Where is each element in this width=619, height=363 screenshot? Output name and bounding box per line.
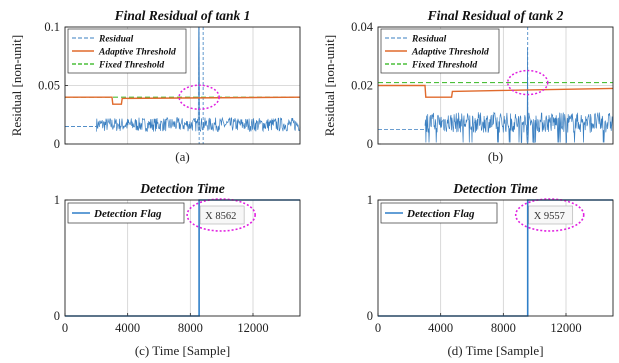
chart-title: Final Residual of tank 1 (114, 8, 251, 23)
y-axis-label: Residual [non-unit] (9, 35, 24, 136)
y-tick-label: 0 (54, 137, 60, 151)
datatip: X 8562 (186, 198, 256, 232)
plot-frame (377, 26, 614, 145)
panel-caption: (b) (488, 149, 503, 164)
x-tick-label: 4000 (428, 321, 453, 335)
y-tick-label: 0.05 (38, 79, 60, 93)
x-axis-label: (c) Time [Sample] (135, 343, 230, 358)
datatip-label: X 9557 (534, 211, 565, 222)
plot-frame (64, 26, 301, 145)
highlight-ellipse (514, 198, 585, 232)
chart-panel-1: Final Residual of tank 1 0 0.05 0.1 Residual… (9, 8, 301, 164)
legend: Detection Flag (380, 202, 498, 224)
adaptive-threshold-line (378, 84, 614, 98)
chart-panel-4: Detection Time 0 1 0 4000 8000 12000 (d) Time [… (367, 181, 614, 358)
highlight-ellipse (186, 198, 256, 232)
legend: Residual Adaptive Threshold Fixed Threshol… (67, 28, 187, 74)
x-tick-label: 8000 (491, 321, 516, 335)
legend: Detection Flag (67, 202, 185, 224)
y-tick-label: 0.02 (351, 79, 373, 93)
datatip-box (199, 205, 245, 225)
x-tick-label: 0 (62, 321, 68, 335)
x-axis-label: (d) Time [Sample] (447, 343, 543, 358)
chart-panel-2: Final Residual of tank 2 0 0.02 0.04 Residua… (322, 8, 614, 164)
x-tick-label: 12000 (237, 321, 268, 335)
chart-title: Final Residual of tank 2 (427, 8, 564, 23)
y-tick-label: 0 (367, 309, 373, 323)
plot-frame (377, 199, 614, 317)
legend-box (380, 202, 498, 224)
y-tick-label: 0 (54, 309, 60, 323)
legend-entry: Fixed Threshold (411, 61, 477, 71)
legend-entry: Fixed Threshold (98, 61, 164, 71)
residual-line (95, 26, 301, 133)
y-tick-label: 1 (54, 193, 60, 207)
highlight-ellipse (506, 69, 549, 96)
y-axis-label: Residual [non-unit] (322, 35, 337, 136)
datatip: X 9557 (514, 198, 585, 232)
x-tick-label: 12000 (550, 321, 581, 335)
panel-caption: (a) (175, 149, 189, 164)
chart-panel-3: Detection Time 0 1 0 4000 8000 12000 (c) Time [… (54, 181, 301, 358)
plot-frame (64, 199, 301, 317)
chart-title: Detection Time (139, 181, 225, 196)
y-tick-label: 1 (367, 193, 373, 207)
legend-entry: Residual (98, 35, 134, 45)
x-tick-label: 8000 (178, 321, 203, 335)
y-tick-label: 0.04 (351, 20, 374, 34)
legend-entry: Residual (411, 35, 447, 45)
y-tick-label: 0.1 (44, 20, 60, 34)
legend-entry: Detection Flag (406, 208, 475, 220)
legend-entry: Adaptive Threshold (98, 48, 176, 58)
y-tick-label: 0 (367, 137, 373, 151)
legend: Residual Adaptive Threshold Fixed Threshol… (380, 28, 500, 74)
x-tick-label: 0 (375, 321, 381, 335)
legend-entry: Adaptive Threshold (411, 48, 489, 58)
adaptive-threshold-line (65, 96, 301, 105)
legend-entry: Detection Flag (93, 208, 162, 220)
highlight-ellipse (178, 84, 220, 110)
chart-title: Detection Time (452, 181, 538, 196)
datatip-label: X 8562 (205, 211, 236, 222)
legend-box (67, 202, 185, 224)
datatip-box (528, 205, 574, 225)
residual-line (424, 47, 614, 143)
x-tick-label: 4000 (115, 321, 140, 335)
